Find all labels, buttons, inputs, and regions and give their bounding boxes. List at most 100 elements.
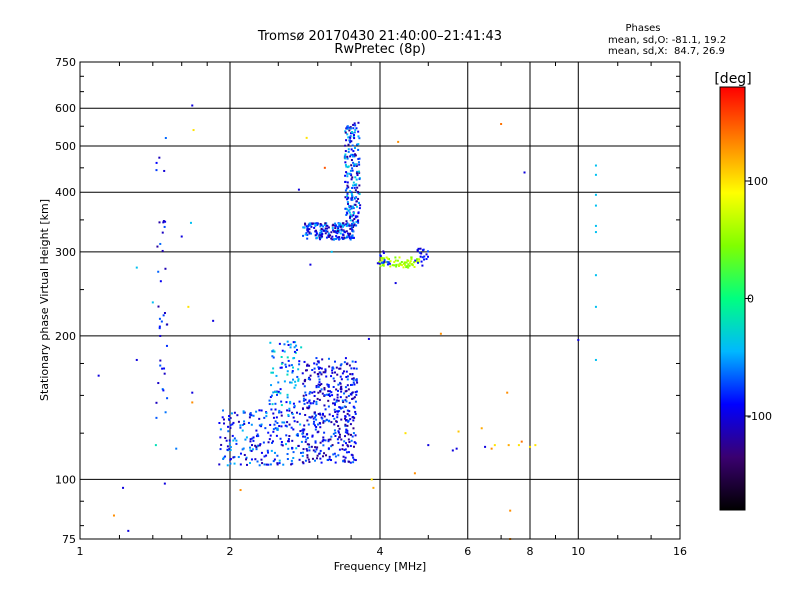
data-point — [332, 385, 335, 388]
data-point — [594, 193, 597, 196]
data-point — [350, 174, 353, 177]
data-point — [343, 392, 346, 395]
data-point — [358, 137, 361, 140]
data-point — [356, 215, 359, 218]
data-point — [304, 391, 307, 394]
data-point — [302, 407, 305, 410]
data-point — [347, 388, 350, 391]
data-point — [379, 255, 382, 258]
data-point — [320, 367, 323, 370]
data-point — [344, 144, 347, 147]
data-point — [341, 238, 344, 241]
data-point — [345, 207, 348, 210]
data-point — [298, 400, 301, 403]
data-point — [257, 435, 260, 438]
data-point — [306, 443, 309, 446]
data-point — [249, 413, 252, 416]
data-point — [381, 261, 384, 264]
data-point — [349, 213, 352, 216]
data-point — [291, 439, 294, 442]
data-point — [493, 444, 496, 447]
y-tick-label: 500 — [55, 140, 76, 153]
data-point — [340, 363, 343, 366]
data-point — [327, 447, 330, 450]
data-point — [323, 387, 326, 390]
data-point — [318, 421, 321, 424]
data-point — [295, 344, 298, 347]
data-point — [347, 186, 350, 189]
data-point — [355, 178, 358, 181]
data-point — [318, 378, 321, 381]
data-point — [345, 211, 348, 214]
data-point — [351, 454, 354, 457]
data-point — [249, 412, 252, 415]
data-point — [336, 232, 339, 235]
data-point — [319, 457, 322, 460]
data-point — [336, 229, 339, 232]
data-point — [333, 371, 336, 374]
data-point — [276, 454, 279, 457]
data-point — [353, 134, 356, 137]
data-point — [399, 262, 402, 265]
data-point — [270, 384, 273, 387]
data-point — [304, 435, 307, 438]
data-point — [292, 456, 295, 459]
data-point — [289, 402, 292, 405]
data-point — [281, 349, 284, 352]
data-point — [347, 209, 350, 212]
data-point — [352, 432, 355, 435]
data-point — [400, 264, 403, 267]
data-point — [325, 393, 328, 396]
data-point — [344, 425, 347, 428]
data-point — [529, 445, 531, 448]
data-point — [417, 247, 420, 250]
data-point — [355, 163, 358, 166]
data-point — [334, 410, 337, 413]
data-point — [320, 236, 323, 239]
data-point — [346, 157, 349, 160]
data-point — [323, 224, 326, 227]
data-point — [344, 153, 347, 156]
data-point — [354, 400, 357, 403]
data-point — [321, 440, 324, 443]
data-point — [351, 435, 354, 438]
data-point — [346, 362, 349, 365]
data-point — [313, 367, 316, 370]
data-point — [247, 421, 250, 424]
data-point — [349, 205, 352, 208]
data-point — [352, 381, 355, 384]
data-point — [163, 372, 166, 375]
data-point — [322, 455, 325, 458]
data-point — [328, 458, 331, 461]
data-point — [324, 232, 327, 235]
data-point — [356, 143, 359, 146]
data-point — [346, 235, 349, 238]
data-point — [420, 260, 423, 263]
y-axis-label: Stationary phase Virtual Height [km] — [38, 199, 51, 401]
data-point — [279, 437, 282, 440]
data-point — [367, 337, 370, 340]
data-point — [339, 225, 342, 228]
data-point — [314, 441, 317, 444]
data-point — [327, 235, 330, 238]
data-point — [351, 205, 354, 208]
data-point — [594, 224, 597, 227]
data-point — [291, 412, 294, 415]
data-point — [297, 444, 300, 447]
data-point — [352, 461, 355, 464]
data-point — [330, 445, 333, 448]
data-point — [344, 435, 347, 438]
data-point — [163, 169, 166, 172]
data-point — [316, 454, 319, 457]
data-point — [305, 225, 308, 228]
data-point — [351, 195, 354, 198]
data-point — [302, 394, 305, 397]
chart-title: Tromsø 20170430 21:40:00–21:41:43 — [257, 29, 502, 44]
data-point — [258, 417, 261, 420]
data-point — [594, 358, 597, 361]
data-point — [301, 432, 304, 435]
data-point — [344, 131, 347, 134]
data-point — [348, 401, 351, 404]
data-point — [330, 237, 333, 240]
data-point — [232, 439, 235, 442]
